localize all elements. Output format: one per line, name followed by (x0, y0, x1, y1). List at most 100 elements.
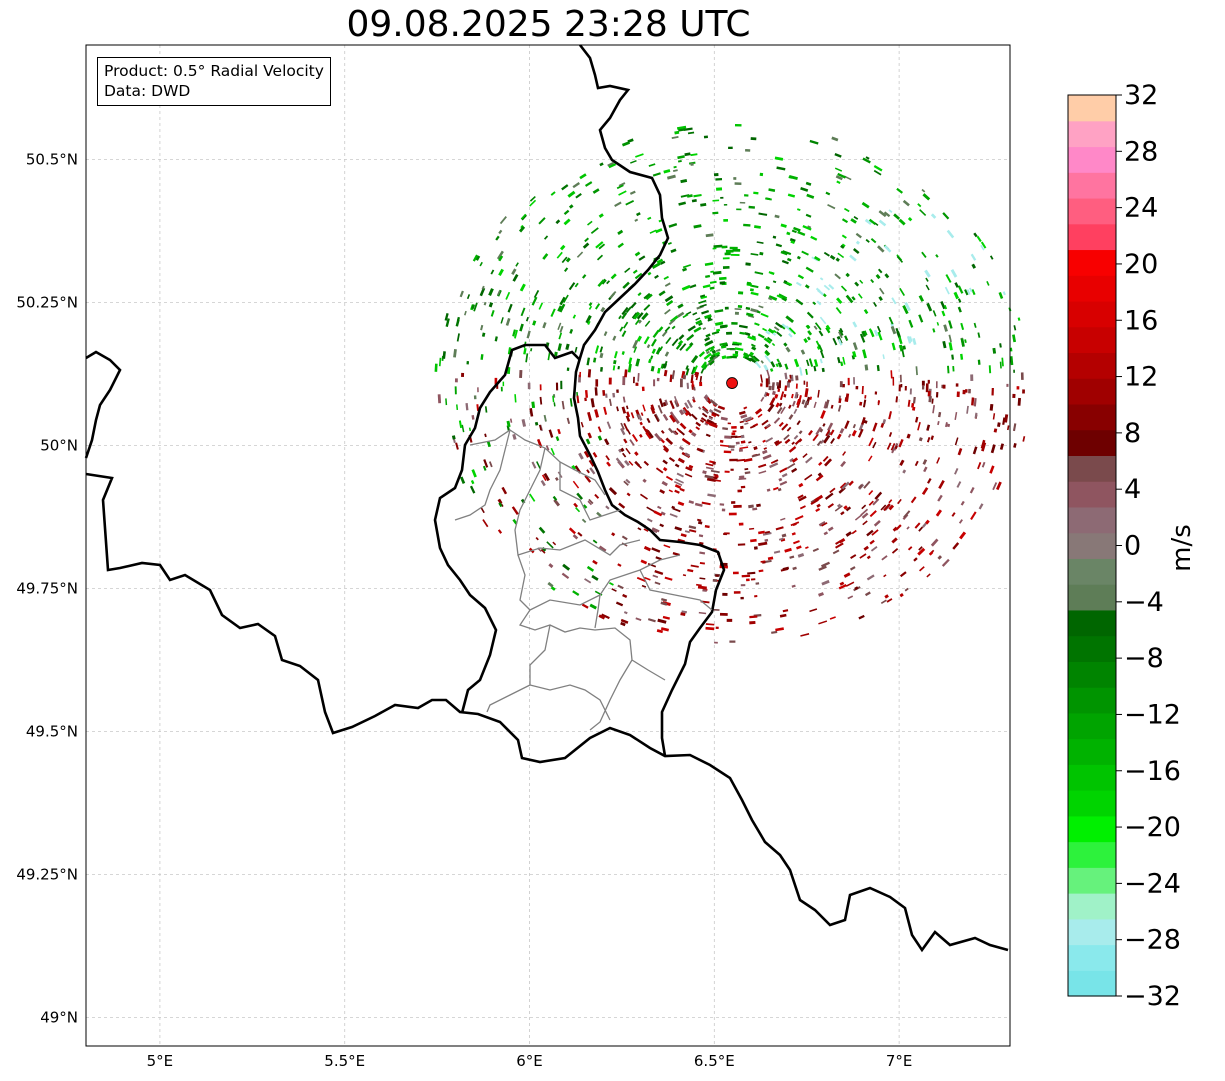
velocity-echo (751, 453, 761, 458)
velocity-echo (873, 329, 879, 337)
product-label: Product: 0.5° Radial Velocity (104, 62, 324, 80)
velocity-echo (832, 549, 840, 555)
velocity-echo (858, 423, 864, 431)
velocity-echo (748, 441, 752, 444)
velocity-echo (701, 501, 711, 506)
velocity-echo (576, 492, 583, 500)
velocity-echo (682, 313, 689, 319)
velocity-echo (930, 538, 939, 547)
velocity-echo (635, 617, 642, 621)
velocity-echo (758, 530, 765, 535)
velocity-echo (809, 396, 813, 401)
velocity-echo (541, 474, 547, 482)
velocity-echo (678, 201, 687, 206)
velocity-echo (865, 156, 870, 160)
velocity-echo (859, 401, 863, 406)
velocity-echo (628, 460, 634, 466)
velocity-echo (1012, 423, 1017, 432)
velocity-echo (695, 317, 701, 321)
velocity-echo (677, 457, 685, 464)
velocity-echo (668, 427, 674, 434)
colorbar-tick-label: 20 (1124, 249, 1158, 280)
velocity-echo (902, 199, 910, 207)
velocity-echo (677, 501, 685, 507)
velocity-echo (888, 316, 894, 325)
velocity-echo (872, 422, 878, 432)
velocity-echo (837, 404, 842, 412)
velocity-echo (883, 211, 891, 218)
velocity-echo (647, 618, 656, 623)
velocity-echo (818, 344, 824, 352)
velocity-echo (646, 506, 655, 513)
velocity-echo (778, 537, 784, 541)
velocity-echo (973, 322, 977, 328)
velocity-echo (923, 466, 928, 473)
velocity-echo (664, 308, 671, 315)
velocity-echo (710, 345, 715, 350)
velocity-echo (822, 434, 831, 444)
velocity-echo (970, 253, 977, 261)
velocity-echo (980, 244, 985, 251)
velocity-echo (572, 314, 577, 319)
velocity-echo (686, 194, 693, 198)
velocity-echo (1020, 372, 1024, 380)
velocity-echo (878, 219, 887, 227)
velocity-echo (617, 563, 622, 567)
velocity-echo (768, 377, 771, 385)
velocity-echo (775, 402, 780, 408)
velocity-echo (798, 395, 802, 401)
velocity-echo (625, 478, 631, 484)
colorbar-tick-label: 12 (1124, 362, 1158, 393)
velocity-echo (778, 421, 784, 427)
velocity-echo (454, 386, 457, 395)
velocity-echo (728, 512, 737, 516)
velocity-echo (805, 368, 808, 375)
velocity-echo (682, 264, 692, 269)
colorbar-tick-label: 32 (1124, 80, 1158, 111)
velocity-echo (597, 279, 605, 288)
velocity-echo (707, 399, 712, 405)
velocity-echo (851, 429, 857, 437)
velocity-echo (561, 256, 568, 264)
velocity-echo (754, 271, 764, 275)
velocity-echo (691, 380, 694, 387)
velocity-echo (664, 399, 669, 406)
velocity-echo (816, 503, 821, 508)
velocity-echo (776, 406, 783, 415)
velocity-echo (713, 473, 719, 477)
velocity-echo (782, 609, 789, 613)
velocity-echo (999, 343, 1002, 348)
velocity-echo (750, 357, 757, 364)
velocity-echo (819, 316, 827, 325)
velocity-echo (705, 626, 715, 631)
velocity-echo (792, 566, 797, 571)
velocity-echo (834, 273, 841, 280)
velocity-echo (603, 331, 608, 337)
velocity-echo (707, 357, 715, 364)
velocity-echo (477, 387, 479, 393)
velocity-echo (735, 441, 740, 445)
map-title: 09.08.2025 23:28 UTC (346, 4, 751, 45)
velocity-echo (723, 219, 729, 222)
velocity-echo (946, 229, 955, 239)
velocity-echo (731, 501, 736, 504)
velocity-echo (566, 367, 570, 371)
velocity-echo (774, 440, 779, 445)
data-source-label: Data: DWD (104, 82, 191, 100)
velocity-echo (560, 380, 563, 390)
velocity-echo (726, 355, 732, 359)
velocity-echo (1006, 425, 1010, 431)
velocity-echo (438, 357, 442, 367)
velocity-echo (858, 484, 863, 489)
colorbar-segment (1068, 970, 1116, 997)
velocity-echo (623, 321, 629, 329)
velocity-echo (904, 301, 911, 312)
velocity-echo (758, 212, 768, 216)
velocity-echo (523, 347, 527, 355)
velocity-echo (706, 350, 710, 355)
velocity-echo (514, 394, 517, 403)
velocity-echo (719, 439, 724, 443)
velocity-echo (691, 366, 696, 375)
velocity-echo (954, 411, 958, 420)
velocity-echo (730, 355, 737, 359)
